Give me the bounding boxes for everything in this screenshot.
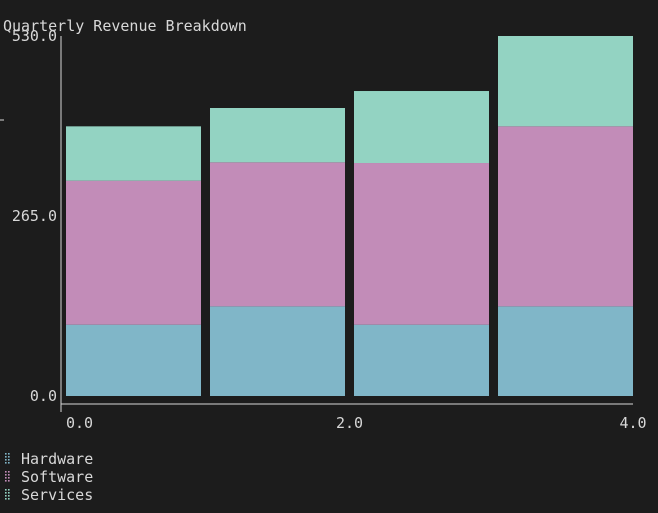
bar-software-1 [210,162,345,307]
x-tick-labels: 0.0 2.0 4.0 [66,414,647,432]
legend-item-software: Software [5,468,93,486]
legend-label: Hardware [21,450,93,468]
y-tick-labels: 0.0 265.0 530.0 [12,27,57,405]
bar-software-2 [354,163,489,325]
legend-item-services: Services [5,486,93,504]
bar-hardware-3 [498,306,633,396]
legend-label: Software [21,468,93,486]
y-tick-label: 530.0 [12,27,57,45]
chart-title: Quarterly Revenue Breakdown [3,17,247,35]
bar-services-2 [354,91,489,164]
axes-group [0,36,633,412]
x-tick-label: 4.0 [619,414,646,432]
x-tick-label: 2.0 [336,414,363,432]
bar-software-3 [498,126,633,307]
bar-hardware-2 [354,324,489,396]
bar-services-3 [498,36,633,127]
legend-item-hardware: Hardware [5,450,93,468]
bar-hardware-1 [210,306,345,396]
y-tick-label: 0.0 [30,387,57,405]
bar-software-0 [66,180,201,325]
bar-services-1 [210,108,345,163]
bar-services-0 [66,126,201,181]
bars-group [66,36,633,396]
legend-label: Services [21,486,93,504]
x-tick-label: 0.0 [66,414,93,432]
y-tick-label: 265.0 [12,207,57,225]
bar-hardware-0 [66,324,201,396]
